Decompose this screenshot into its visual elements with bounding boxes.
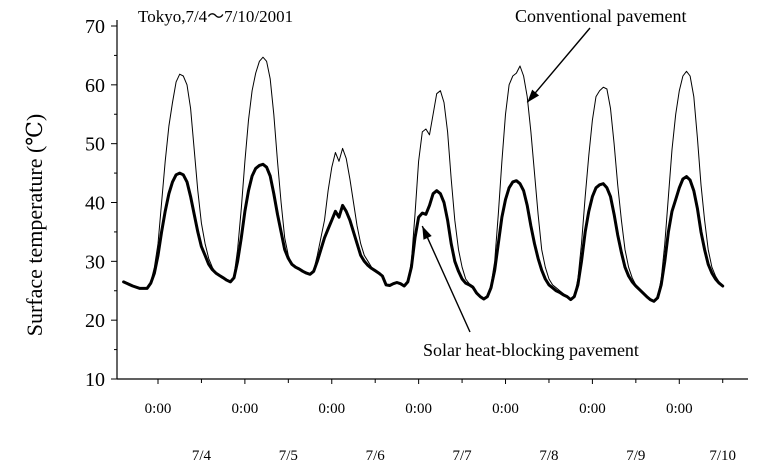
annotation-layer xyxy=(421,27,591,333)
date-label: 7/9 xyxy=(626,448,645,464)
series-line-solar-heat-blocking-pavement xyxy=(122,162,725,303)
annotation-arrowhead xyxy=(422,226,432,240)
annotation-arrow-line xyxy=(526,27,591,103)
y-tick-label: 40 xyxy=(85,193,105,215)
conventional-pavement-label: Conventional pavement xyxy=(515,6,686,26)
date-label: 7/6 xyxy=(366,448,386,464)
x-tick-label: 0:00 xyxy=(492,401,519,417)
solar-heat-blocking-pavement-label: Solar heat-blocking pavement xyxy=(423,340,639,360)
y-axis-label: Surface temperature (℃) xyxy=(22,114,47,337)
y-tick-label: 10 xyxy=(85,369,105,391)
series-line-conventional-pavement xyxy=(123,56,724,302)
x-tick-label: 0:00 xyxy=(405,401,432,417)
chart-title: Tokyo,7/4～7/10/2001 xyxy=(138,7,293,26)
y-tick-label: 50 xyxy=(85,134,105,156)
y-tick-label: 60 xyxy=(85,75,105,97)
y-tick-label: 20 xyxy=(85,310,105,332)
x-tick-label: 0:00 xyxy=(318,401,345,417)
x-tick-label: 0:00 xyxy=(232,401,259,417)
series-layer xyxy=(122,56,725,303)
axes: 10 20 30 40 50 60 70 0:00 0:00 0:00 0:00 0:00 0:00 0:… xyxy=(85,16,748,464)
date-label: 7/5 xyxy=(279,448,298,464)
date-label: 7/8 xyxy=(539,448,558,464)
date-label: 7/10 xyxy=(709,448,736,464)
annotation-arrowhead xyxy=(527,89,540,103)
date-label: 7/4 xyxy=(192,448,212,464)
x-tick-label: 0:00 xyxy=(666,401,693,417)
annotation-arrow-line xyxy=(421,225,471,333)
y-tick-label: 70 xyxy=(85,16,105,38)
y-tick-label: 30 xyxy=(85,251,105,273)
x-tick-label: 0:00 xyxy=(145,401,172,417)
x-tick-label: 0:00 xyxy=(579,401,606,417)
date-label: 7/7 xyxy=(452,448,472,464)
